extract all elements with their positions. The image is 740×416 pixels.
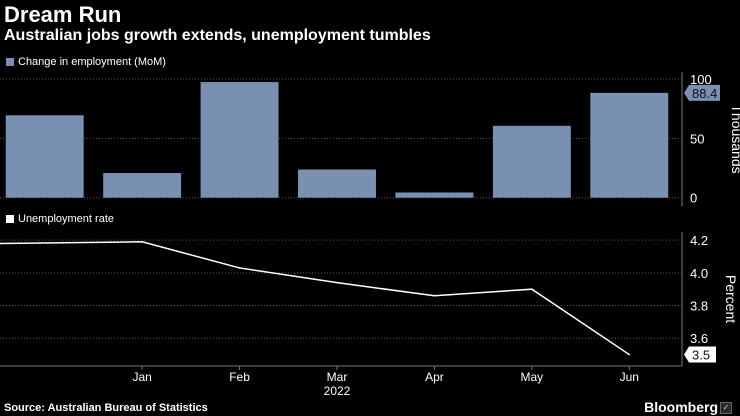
employment-last-value-label: 88.4 — [692, 86, 717, 101]
unemployment-point — [0, 242, 1, 245]
x-tick-label: Jan — [132, 370, 151, 384]
source-note: Source: Australian Bureau of Statistics — [4, 402, 208, 414]
brand-icon: ✓ — [720, 402, 732, 414]
employment-last-value-box — [684, 84, 720, 101]
employment-bar — [395, 192, 474, 198]
employment-bar — [590, 92, 669, 198]
brand-logo-text: Bloomberg — [644, 399, 718, 415]
x-tick-label: Jun — [620, 370, 639, 384]
unemployment-legend-swatch — [6, 215, 14, 223]
employment-bar — [492, 125, 571, 198]
employment-bar — [5, 115, 84, 198]
x-tick-label: May — [521, 370, 544, 384]
chart-subtitle: Australian jobs growth extends, unemploy… — [4, 27, 431, 44]
line-y-axis-title: Percent — [723, 275, 739, 323]
unemployment-legend: Unemployment rate — [6, 213, 114, 225]
unemployment-last-value-label: 3.5 — [692, 348, 710, 363]
x-tick-label: Apr — [425, 370, 444, 384]
employment-bar — [103, 173, 182, 198]
employment-bar — [298, 169, 376, 198]
line-y-tick-label: 4.0 — [690, 266, 708, 281]
employment-bar — [200, 82, 279, 198]
bar-y-tick-label: 0 — [690, 191, 697, 206]
unemployment-last-value-box — [684, 346, 716, 363]
unemployment-point — [433, 294, 436, 297]
line-y-tick-label: 3.8 — [690, 299, 708, 314]
x-tick-label: Feb — [229, 370, 250, 384]
unemployment-legend-label: Unemployment rate — [18, 213, 114, 225]
x-axis-year-label: 2022 — [324, 384, 351, 398]
x-tick-label: Mar — [327, 370, 348, 384]
bar-y-tick-label: 50 — [690, 131, 704, 146]
unemployment-point — [628, 353, 631, 356]
unemployment-line — [0, 241, 630, 356]
unemployment-line-panel: 3.6 3.8 4.0 4.2 3.5 Percent — [0, 232, 739, 366]
unemployment-point — [238, 267, 241, 269]
bar-y-tick-label: 100 — [690, 72, 712, 87]
employment-legend-label: Change in employment (MoM) — [18, 56, 166, 68]
employment-legend: Change in employment (MoM) — [6, 56, 166, 68]
bar-y-axis-title: Thousands — [729, 104, 740, 173]
chart-title: Dream Run — [4, 2, 122, 27]
unemployment-point — [531, 288, 533, 290]
line-y-tick-label: 4.2 — [690, 233, 708, 248]
line-y-tick-label: 3.6 — [690, 331, 708, 346]
unemployment-point — [141, 241, 143, 243]
employment-legend-swatch — [6, 58, 14, 66]
unemployment-point — [336, 281, 338, 284]
x-axis: Jan Feb Mar Apr May Jun 2022 — [0, 365, 682, 398]
